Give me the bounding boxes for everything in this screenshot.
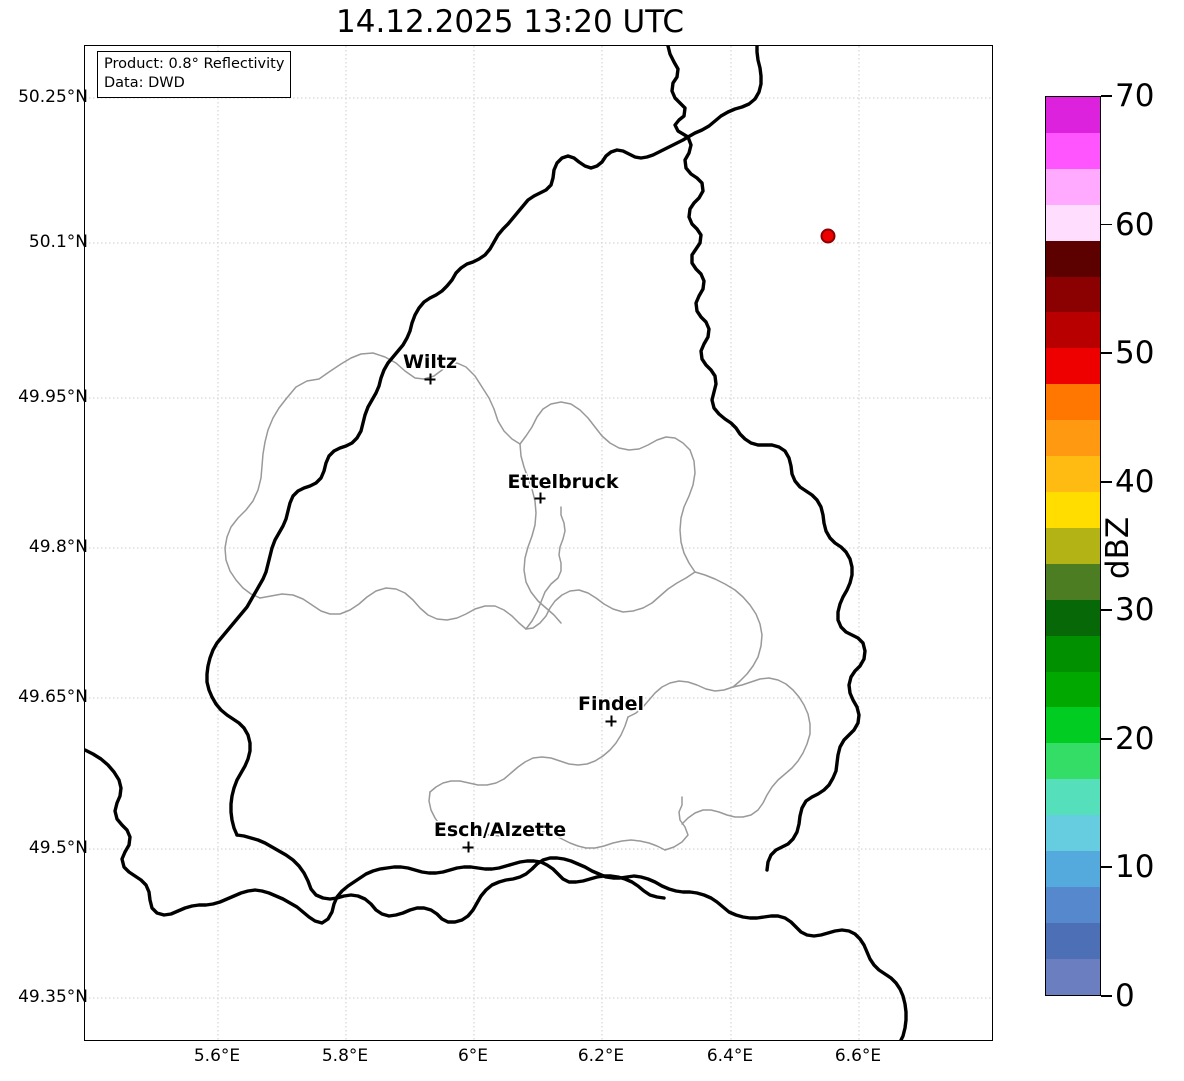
page-title: 14.12.2025 13:20 UTC bbox=[336, 4, 684, 40]
y-tick-label-49-95: 49.95°N bbox=[18, 387, 88, 407]
city-marker-findel bbox=[605, 715, 617, 727]
colorbar-band-5.6-8.4 bbox=[1046, 886, 1100, 923]
city-label-ettelbruck: Ettelbruck bbox=[507, 471, 619, 493]
colorbar-band-56-58.8 bbox=[1046, 240, 1100, 277]
colorbar-band-19.6-22.4 bbox=[1046, 707, 1100, 744]
colorbar-band-30.8-33.6 bbox=[1046, 563, 1100, 600]
y-tick-label-49-65: 49.65°N bbox=[18, 687, 88, 707]
colorbar-band-11.2-14 bbox=[1046, 815, 1100, 852]
x-tick-label-5-6: 5.6°E bbox=[193, 1046, 241, 1066]
colorbar-band-53.2-56 bbox=[1046, 276, 1100, 313]
colorbar[interactable] bbox=[1045, 96, 1101, 996]
colorbar-tick-40 bbox=[1101, 480, 1112, 483]
x-tick-label-6-6: 6.6°E bbox=[834, 1046, 882, 1066]
colorbar-band-50.4-53.2 bbox=[1046, 312, 1100, 349]
colorbar-band-2.8-5.6 bbox=[1046, 922, 1100, 959]
colorbar-band-14-16.8 bbox=[1046, 779, 1100, 816]
colorbar-band-33.6-36.4 bbox=[1046, 527, 1100, 564]
colorbar-band-64.4-67.2 bbox=[1046, 132, 1100, 169]
radar-echo-dot bbox=[820, 228, 836, 244]
y-tick-label-49-8: 49.8°N bbox=[28, 537, 88, 557]
x-tick-label-6-4: 6.4°E bbox=[706, 1046, 754, 1066]
colorbar-band-44.8-47.6 bbox=[1046, 384, 1100, 421]
colorbar-tick-50 bbox=[1101, 352, 1112, 354]
x-tick-label-6-2: 6.2°E bbox=[577, 1046, 625, 1066]
colorbar-tick-label-10: 10 bbox=[1115, 849, 1155, 886]
colorbar-band-8.4-11.2 bbox=[1046, 851, 1100, 887]
colorbar-band-67.2-70 bbox=[1046, 97, 1100, 133]
colorbar-band-39.2-42 bbox=[1046, 456, 1100, 492]
map-vector-layer bbox=[85, 46, 992, 1040]
colorbar-band-28-30.8 bbox=[1046, 599, 1100, 636]
y-tick-label-49-5: 49.5°N bbox=[28, 838, 88, 858]
data-source-line: Data: DWD bbox=[104, 74, 185, 91]
city-marker-esch-alzette bbox=[462, 841, 474, 853]
colorbar-tick-70 bbox=[1101, 95, 1112, 97]
colorbar-tick-label-40: 40 bbox=[1115, 463, 1155, 500]
map-canvas[interactable] bbox=[84, 45, 993, 1041]
colorbar-tick-30 bbox=[1101, 609, 1112, 612]
colorbar-tick-label-20: 20 bbox=[1115, 720, 1155, 757]
colorbar-tick-label-70: 70 bbox=[1115, 78, 1155, 114]
colorbar-tick-0 bbox=[1101, 995, 1112, 997]
colorbar-axis-label: dBZ bbox=[1100, 516, 1136, 580]
colorbar-band-25.2-28 bbox=[1046, 635, 1100, 672]
product-line: Product: 0.8° Reflectivity bbox=[104, 56, 285, 72]
colorbar-band-58.8-61.6 bbox=[1046, 204, 1100, 241]
colorbar-tick-label-30: 30 bbox=[1115, 592, 1155, 629]
colorbar-tick-label-60: 60 bbox=[1115, 206, 1155, 243]
colorbar-tick-20 bbox=[1101, 737, 1112, 740]
city-marker-ettelbruck bbox=[534, 492, 546, 504]
country-borders bbox=[85, 46, 908, 1040]
colorbar-band-16.8-19.6 bbox=[1046, 743, 1100, 780]
colorbar-band-61.6-64.4 bbox=[1046, 168, 1100, 205]
product-info-box: Product: 0.8° Reflectivity Data: DWD bbox=[97, 51, 292, 98]
x-tick-label-5-8: 5.8°E bbox=[321, 1046, 369, 1066]
colorbar-band-22.4-25.2 bbox=[1046, 671, 1100, 708]
colorbar-band-36.4-39.2 bbox=[1046, 491, 1100, 528]
y-tick-label-49-35: 49.35°N bbox=[18, 987, 88, 1007]
colorbar-tick-60 bbox=[1101, 223, 1112, 226]
colorbar-tick-10 bbox=[1101, 866, 1112, 869]
colorbar-band-47.6-50.4 bbox=[1046, 348, 1100, 385]
y-tick-label-50-1: 50.1°N bbox=[28, 232, 88, 252]
city-marker-wiltz bbox=[424, 373, 436, 385]
city-label-wiltz: Wiltz bbox=[402, 351, 458, 373]
colorbar-tick-label-0: 0 bbox=[1115, 978, 1135, 1014]
x-tick-label-6: 6°E bbox=[457, 1046, 489, 1066]
y-tick-label-50-25: 50.25°N bbox=[18, 87, 88, 107]
colorbar-band-0-2.8 bbox=[1046, 958, 1100, 995]
colorbar-tick-label-50: 50 bbox=[1115, 335, 1155, 372]
colorbar-band-42-44.8 bbox=[1046, 420, 1100, 457]
district-boundaries bbox=[224, 352, 811, 851]
city-label-esch-alzette: Esch/Alzette bbox=[433, 819, 567, 841]
city-label-findel: Findel bbox=[577, 693, 645, 715]
